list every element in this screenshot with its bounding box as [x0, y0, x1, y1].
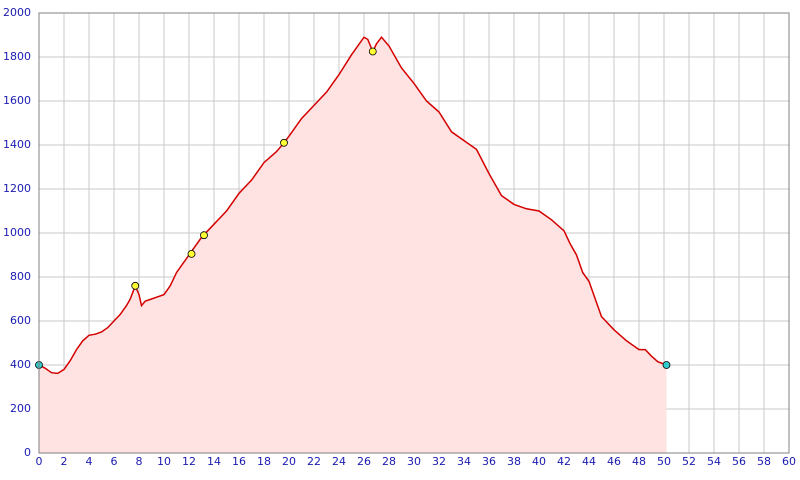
y-tick-label: 1400 [3, 138, 31, 151]
y-tick-label: 1200 [3, 182, 31, 195]
marker [368, 47, 377, 56]
x-tick-label: 52 [682, 455, 696, 468]
x-tick-label: 40 [532, 455, 546, 468]
x-tick-label: 26 [357, 455, 371, 468]
x-tick-label: 54 [707, 455, 721, 468]
y-tick-label: 1000 [3, 226, 31, 239]
x-tick-label: 48 [632, 455, 646, 468]
x-tick-label: 34 [457, 455, 471, 468]
x-tick-label: 42 [557, 455, 571, 468]
x-tick-label: 50 [657, 455, 671, 468]
y-tick-label: 800 [10, 270, 31, 283]
y-tick-label: 400 [10, 358, 31, 371]
y-tick-label: 1600 [3, 94, 31, 107]
x-tick-label: 22 [307, 455, 321, 468]
x-tick-label: 56 [732, 455, 746, 468]
marker [200, 231, 208, 240]
x-tick-label: 30 [407, 455, 421, 468]
area-fill [39, 37, 667, 453]
y-tick-label: 1800 [3, 50, 31, 63]
y-tick-label: 2000 [3, 6, 31, 19]
y-tick-label: 200 [10, 402, 31, 415]
x-tick-label: 14 [207, 455, 221, 468]
x-tick-label: 28 [382, 455, 396, 468]
x-tick-label: 18 [257, 455, 271, 468]
x-tick-label: 8 [136, 455, 143, 468]
x-tick-label: 4 [86, 455, 93, 468]
x-tick-label: 32 [432, 455, 446, 468]
marker [131, 281, 140, 290]
x-tick-label: 36 [482, 455, 496, 468]
x-tick-label: 12 [182, 455, 196, 468]
x-tick-label: 0 [36, 455, 43, 468]
y-tick-label: 0 [24, 446, 31, 459]
plot-border [38, 12, 790, 454]
x-tick-label: 60 [782, 455, 796, 468]
y-tick-label: 600 [10, 314, 31, 327]
x-tick-label: 16 [232, 455, 246, 468]
x-tick-label: 46 [607, 455, 621, 468]
x-tick-label: 20 [282, 455, 296, 468]
marker [187, 249, 196, 258]
marker [662, 361, 671, 369]
x-tick-label: 10 [157, 455, 171, 468]
line [38, 36, 667, 375]
x-tick-label: 38 [507, 455, 521, 468]
x-tick-label: 44 [582, 455, 596, 468]
marker [280, 138, 288, 147]
x-tick-label: 24 [332, 455, 346, 468]
x-tick-label: 6 [111, 455, 118, 468]
x-tick-label: 2 [61, 455, 68, 468]
x-tick-label: 58 [757, 455, 771, 468]
